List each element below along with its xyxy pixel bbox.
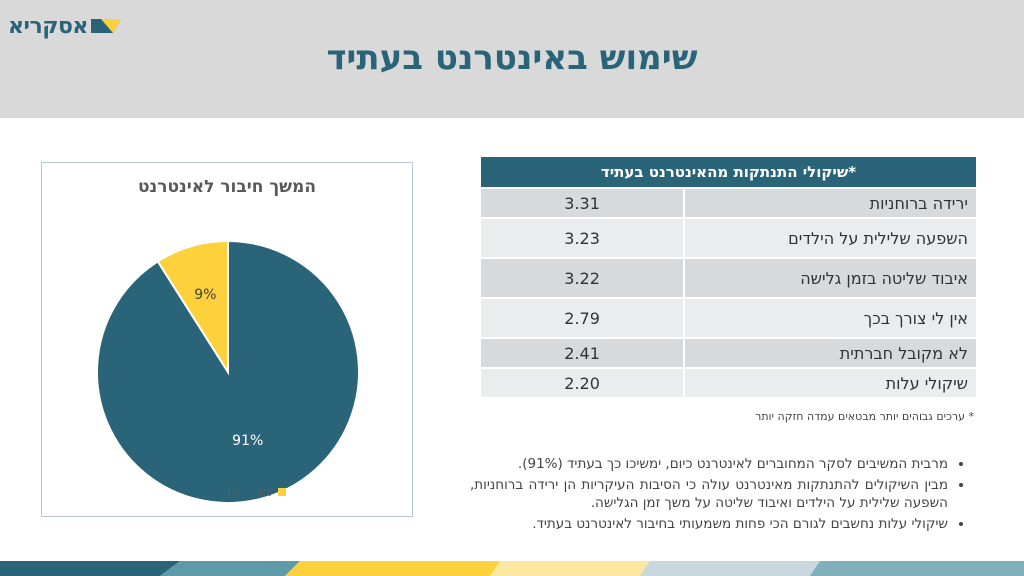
row-value: 2.79 (481, 299, 684, 337)
chart-title: המשך חיבור לאינטרנט (137, 177, 317, 197)
table-header: *שיקולי התנתקות מהאינטרנט בעתיד (481, 157, 976, 187)
row-value: 3.22 (481, 259, 684, 297)
bullet-item: מרבית המשיבים לסקר המחוברים לאינטרנט כיו… (470, 455, 948, 473)
logo: אסקריא (8, 12, 121, 40)
pie-chart-panel: המשך חיבור לאינטרנט 91% 9% כן לא (41, 162, 413, 517)
pie-data-label: 9% (194, 287, 216, 303)
bottom-decor-bar (0, 561, 1024, 576)
row-value: 3.23 (481, 219, 684, 257)
table-row: לא מקובל חברתית 2.41 (481, 339, 976, 367)
page-title: שימוש באינטרנט בעתיד (326, 38, 698, 78)
row-value: 3.31 (481, 189, 684, 217)
table-row: ירידה ברוחניות 3.31 (481, 189, 976, 217)
pie-chart: 91% 9% כן לא (96, 239, 360, 504)
table-row: אין לי צורך בכך 2.79 (481, 299, 976, 337)
row-label: איבוד שליטה בזמן גלישה (685, 259, 976, 297)
bullet-item: מבין השיקולים להתנתקות מאינטרנט עולה כי … (470, 476, 948, 512)
row-label: לא מקובל חברתית (685, 339, 976, 367)
row-label: השפעה שלילית על הילדים (685, 219, 976, 257)
pie-data-label: 91% (232, 433, 263, 449)
summary-bullets: מרבית המשיבים לסקר המחוברים לאינטרנט כיו… (470, 455, 976, 536)
logo-text: אסקריא (8, 13, 88, 39)
table-footnote: * ערכים גבוהים יותר מבטאים עמדה חזקה יות… (755, 410, 974, 423)
table-row: שיקולי עלות 2.20 (481, 369, 976, 397)
disconnect-factors-table: *שיקולי התנתקות מהאינטרנט בעתיד ירידה בר… (481, 157, 976, 397)
pie-slice-1 (156, 239, 229, 376)
legend-swatch (242, 488, 250, 496)
legend-swatch (278, 488, 286, 496)
row-label: אין לי צורך בכך (685, 299, 976, 337)
table-row: איבוד שליטה בזמן גלישה 3.22 (481, 259, 976, 297)
table-row: השפעה שלילית על הילדים 3.23 (481, 219, 976, 257)
row-value: 2.20 (481, 369, 684, 397)
row-label: שיקולי עלות (685, 369, 976, 397)
logo-mark-icon (90, 19, 121, 33)
pie-slice-0 (96, 239, 360, 504)
header-band: אסקריא שימוש באינטרנט בעתיד (0, 0, 1024, 118)
bullet-item: שיקולי עלות נחשבים לגורם הכי פחות משמעות… (470, 515, 948, 533)
row-value: 2.41 (481, 339, 684, 367)
row-label: ירידה ברוחניות (685, 189, 976, 217)
legend-label: לא (258, 485, 274, 500)
legend-label: כן (228, 485, 239, 500)
